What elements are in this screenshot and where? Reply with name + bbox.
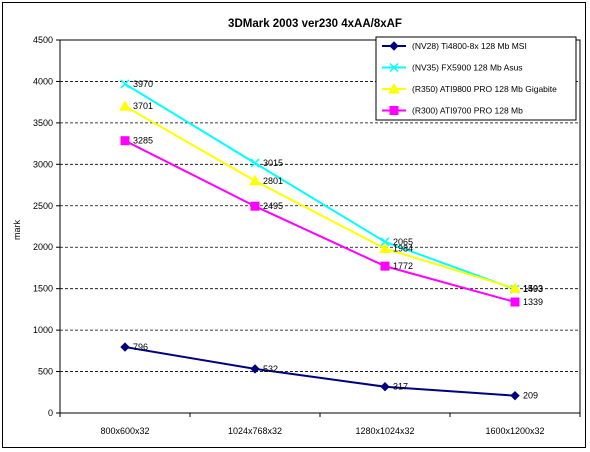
data-point xyxy=(120,342,130,352)
data-point xyxy=(249,174,261,186)
y-tick-label: 3000 xyxy=(33,159,53,169)
data-label: 3701 xyxy=(133,101,153,111)
y-axis-label: mark xyxy=(12,220,22,240)
data-point xyxy=(509,282,521,293)
data-label: 3970 xyxy=(133,79,153,89)
data-point xyxy=(120,136,130,146)
data-point xyxy=(510,297,520,307)
series-line xyxy=(124,83,516,291)
y-tick-label: 2000 xyxy=(33,242,53,252)
legend-marker xyxy=(388,82,400,94)
data-label: 796 xyxy=(133,342,148,352)
data-label: 3015 xyxy=(263,158,283,168)
data-label: 532 xyxy=(263,364,278,374)
x-tick-label: 1280x1024x32 xyxy=(355,426,414,436)
series-line xyxy=(124,346,516,397)
data-label: 2801 xyxy=(263,176,283,186)
data-point xyxy=(250,364,260,374)
legend: (NV28) Ti4800-8x 128 Mb MSI (NV35) FX5900… xyxy=(375,36,577,121)
data-point xyxy=(250,158,260,168)
data-point xyxy=(380,382,390,392)
data-label: 1503 xyxy=(523,283,543,293)
data-label: 317 xyxy=(393,382,408,392)
data-label: 2495 xyxy=(263,201,283,211)
legend-marker xyxy=(389,106,399,115)
data-point xyxy=(380,261,390,271)
y-tick-label: 2500 xyxy=(33,201,53,211)
data-label: 1772 xyxy=(393,261,413,271)
y-tick-label: 1500 xyxy=(33,284,53,294)
data-label: 209 xyxy=(523,391,538,401)
data-label: 1493 xyxy=(523,284,543,294)
legend-marker xyxy=(389,41,399,51)
data-label: 3285 xyxy=(133,136,153,146)
x-tick-label: 1024x768x32 xyxy=(228,426,282,436)
y-tick-label: 4000 xyxy=(33,76,53,86)
y-tick-label: 0 xyxy=(48,408,53,418)
chart-title: 3DMark 2003 ver230 4xAA/8xAF xyxy=(228,18,402,30)
y-tick-label: 3500 xyxy=(33,118,53,128)
data-point xyxy=(379,242,391,254)
y-tick-label: 4500 xyxy=(33,35,53,45)
legend-entry: (NV28) Ti4800-8x 128 Mb MSI xyxy=(412,41,527,51)
legend-entry: (NV35) FX5900 128 Mb Asus xyxy=(412,63,523,73)
legend-entry: (R350) ATI9800 PRO 128 Mb Gigabite xyxy=(412,84,557,94)
data-point xyxy=(119,100,131,111)
data-label: 1984 xyxy=(393,244,413,254)
plot-area: 0 500 1000 1500 2000 2500 3000 3500 4000 4500 800x… xyxy=(33,35,581,436)
y-tick-label: 500 xyxy=(38,367,53,377)
data-label: 2065 xyxy=(393,237,413,247)
x-tick-label: 1600x1200x32 xyxy=(485,426,544,436)
data-point xyxy=(250,201,260,211)
legend-marker xyxy=(389,62,399,73)
legend-entry: (R300) ATI9700 PRO 128 Mb xyxy=(412,106,523,116)
y-tick-label: 1000 xyxy=(33,325,53,335)
data-point xyxy=(120,79,130,89)
series-line xyxy=(124,105,516,290)
data-point xyxy=(510,390,520,401)
x-tick-label: 800x600x32 xyxy=(100,426,149,436)
series-line xyxy=(124,139,516,303)
legend-box xyxy=(375,36,577,121)
data-label: 1339 xyxy=(523,297,543,307)
data-point xyxy=(380,237,390,247)
